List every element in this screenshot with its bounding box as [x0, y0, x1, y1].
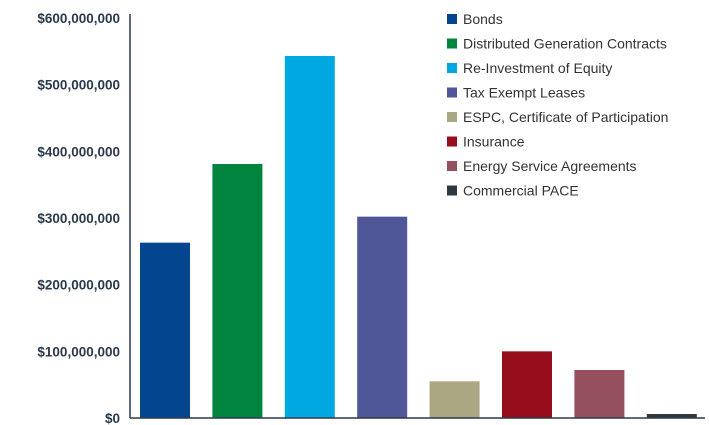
- legend-label: Energy Service Agreements: [463, 158, 637, 174]
- bar: [646, 414, 697, 418]
- bar: [284, 56, 335, 418]
- legend-swatch: [447, 161, 457, 171]
- legend-label: Re-Investment of Equity: [463, 60, 612, 76]
- legend-label: Bonds: [463, 11, 503, 27]
- legend-label: Tax Exempt Leases: [463, 85, 585, 101]
- legend-label: Distributed Generation Contracts: [463, 36, 667, 52]
- bar: [212, 164, 263, 418]
- legend-label: ESPC, Certificate of Participation: [463, 109, 668, 125]
- y-tick-label: $200,000,000: [37, 278, 120, 293]
- legend-swatch: [447, 63, 457, 73]
- legend-label: Insurance: [463, 134, 525, 150]
- bar: [502, 351, 552, 418]
- bar: [140, 242, 190, 418]
- y-axis-tick-labels: $0 $100,000,000 $200,000,000 $300,000,000 $4…: [37, 11, 120, 425]
- y-tick-label: $100,000,000: [37, 344, 120, 359]
- legend-swatch: [447, 136, 457, 147]
- y-tick-label: $500,000,000: [37, 78, 120, 93]
- bar: [357, 216, 408, 418]
- bars: [140, 56, 697, 418]
- bar: [429, 381, 480, 418]
- y-tick-label: $400,000,000: [37, 144, 120, 159]
- y-tick-label: $300,000,000: [37, 211, 120, 226]
- legend: Bonds Distributed Generation Contracts Re-…: [447, 11, 668, 199]
- y-tick-label: $600,000,000: [37, 11, 120, 26]
- legend-swatch: [447, 38, 457, 49]
- legend-swatch: [447, 14, 457, 24]
- legend-swatch: [447, 185, 457, 196]
- legend-swatch: [447, 87, 457, 98]
- y-tick-label: $0: [105, 411, 120, 425]
- legend-swatch: [447, 112, 457, 122]
- bar: [574, 370, 625, 418]
- legend-label: Commercial PACE: [463, 183, 579, 199]
